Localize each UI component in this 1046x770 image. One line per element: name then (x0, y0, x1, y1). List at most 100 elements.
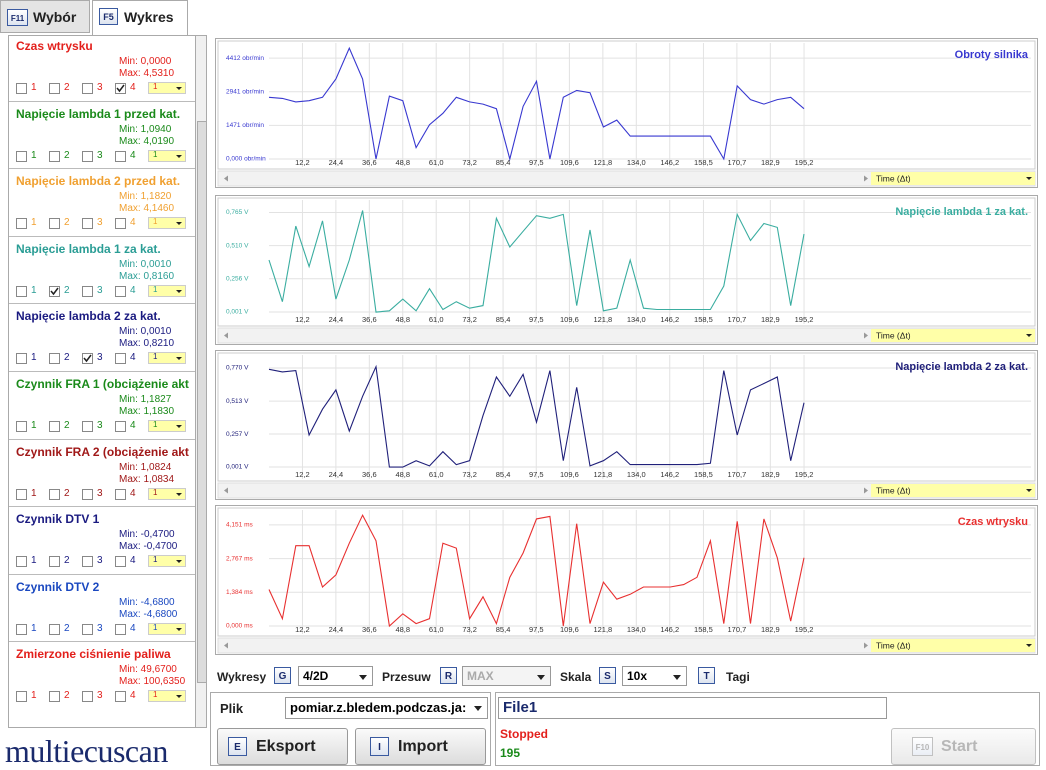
dropdown[interactable]: 1 (148, 217, 186, 230)
scroll-left[interactable] (224, 642, 228, 649)
x-tick-label: 36,6 (362, 625, 377, 634)
x-tick-label: 12,2 (295, 625, 310, 634)
dropdown[interactable]: 10x (622, 666, 687, 686)
x-tick-label: 12,2 (295, 158, 310, 167)
checkbox[interactable] (82, 150, 93, 162)
scroll-left[interactable] (224, 175, 228, 182)
x-tick-label: 158,5 (694, 158, 713, 167)
checkbox[interactable] (115, 150, 126, 162)
scroll-thumb[interactable] (197, 121, 207, 683)
x-axis-dropdown[interactable] (871, 484, 1035, 497)
dropdown[interactable]: 1 (148, 149, 186, 162)
y-tick-label: 0,510 V (226, 242, 249, 249)
checkbox[interactable] (82, 691, 93, 703)
checkbox[interactable] (115, 218, 126, 230)
checkbox[interactable] (115, 691, 126, 703)
dropdown[interactable]: 1 (148, 284, 186, 297)
checkbox[interactable] (16, 353, 27, 365)
checkbox[interactable] (82, 556, 93, 568)
checkbox[interactable] (16, 285, 27, 297)
checkbox[interactable] (49, 691, 60, 703)
x-axis-dropdown[interactable] (871, 172, 1035, 185)
dropdown[interactable]: 1 (148, 352, 186, 365)
checkbox[interactable] (82, 421, 93, 432)
checkbox[interactable] (115, 353, 126, 365)
checkbox[interactable] (82, 623, 93, 635)
checkbox[interactable] (16, 83, 27, 94)
checkbox[interactable] (115, 83, 126, 94)
checkbox[interactable] (49, 83, 60, 94)
dropdown[interactable]: 1 (148, 690, 186, 703)
signal-max: Max: 4,1460 (119, 203, 175, 215)
scroll-right[interactable] (864, 175, 868, 182)
x-tick-label: 134,0 (627, 315, 646, 324)
checkbox[interactable] (82, 488, 93, 500)
key[interactable]: T (698, 667, 715, 684)
checkbox[interactable] (49, 488, 60, 500)
checkbox[interactable] (16, 421, 27, 432)
tab[interactable]: F5 Wykres (92, 0, 188, 35)
checkbox[interactable] (115, 285, 126, 297)
dropdown[interactable]: 1 (148, 487, 186, 500)
y-tick-label: 0,001 V (226, 464, 249, 471)
file-dropdown[interactable]: pomiar.z.bledem.podczas.ja: (285, 697, 488, 719)
dropdown[interactable]: 4/2D (298, 666, 373, 686)
checkbox[interactable] (16, 691, 27, 703)
checkbox[interactable] (49, 353, 60, 365)
toolbar-label: Tagi (726, 670, 750, 684)
key[interactable]: S (599, 667, 616, 684)
key[interactable]: R (440, 667, 457, 684)
checkbox[interactable] (82, 218, 93, 230)
x-tick-label: 85,4 (496, 470, 511, 479)
dropdown[interactable]: 1 (148, 82, 186, 94)
chart-panel: 0,001 V 0,257 V 0,513 V 0,770 V 12,2 24,4 36,6… (215, 350, 1038, 500)
signal-title: Zmierzone ciśnienie paliwa (16, 647, 171, 662)
checkbox[interactable] (49, 218, 60, 230)
export-button[interactable]: E Eksport (217, 728, 348, 765)
import-button[interactable]: I Import (355, 728, 486, 765)
checkbox[interactable] (82, 353, 93, 365)
signal-item: Czas wtrysku Min: 0,0000 Max: 4,5310 1 2 3 4 1 (9, 36, 195, 101)
signal-max: Max: 1,0834 (119, 473, 175, 485)
checkbox[interactable] (16, 556, 27, 568)
x-axis-dropdown[interactable] (871, 639, 1035, 652)
checkbox[interactable] (115, 623, 126, 635)
dropdown[interactable]: 1 (148, 555, 186, 568)
scroll-left[interactable] (224, 487, 228, 494)
checkbox-label: 1 (31, 420, 37, 431)
scroll-right[interactable] (864, 642, 868, 649)
y-tick-label: 0,765 V (226, 209, 249, 216)
checkbox[interactable] (82, 285, 93, 297)
checkbox[interactable] (115, 421, 126, 432)
tab[interactable]: F11 Wybór (0, 0, 90, 33)
dropdown[interactable]: 1 (148, 622, 186, 635)
dropdown[interactable]: 1 (148, 420, 186, 432)
checkbox[interactable] (82, 83, 93, 94)
x-tick-label: 121,8 (593, 470, 612, 479)
key[interactable]: G (274, 667, 291, 684)
checkbox-label: 4 (130, 420, 136, 431)
checkbox[interactable] (49, 285, 60, 297)
x-tick-label: 134,0 (627, 625, 646, 634)
checkbox[interactable] (16, 488, 27, 500)
checkbox-label: 4 (130, 352, 136, 364)
scrollbar[interactable] (195, 35, 207, 728)
scroll-right[interactable] (864, 487, 868, 494)
x-axis-dropdown[interactable] (871, 329, 1035, 342)
checkbox[interactable] (16, 150, 27, 162)
checkbox[interactable] (115, 556, 126, 568)
check (83, 354, 92, 363)
x-tick-label: 61,0 (429, 315, 444, 324)
scroll-right[interactable] (864, 332, 868, 339)
signal-min: Min: 1,0824 (119, 461, 172, 473)
checkbox[interactable] (49, 556, 60, 568)
chart-panel: 0,000 ms 1,384 ms 2,767 ms 4,151 ms 12,2 24,4… (215, 505, 1038, 655)
checkbox[interactable] (49, 421, 60, 432)
checkbox[interactable] (49, 150, 60, 162)
scroll-left[interactable] (224, 332, 228, 339)
checkbox[interactable] (49, 623, 60, 635)
checkbox[interactable] (115, 488, 126, 500)
checkbox[interactable] (16, 623, 27, 635)
checkbox[interactable] (16, 218, 27, 230)
name-input[interactable]: File1 (498, 697, 887, 719)
